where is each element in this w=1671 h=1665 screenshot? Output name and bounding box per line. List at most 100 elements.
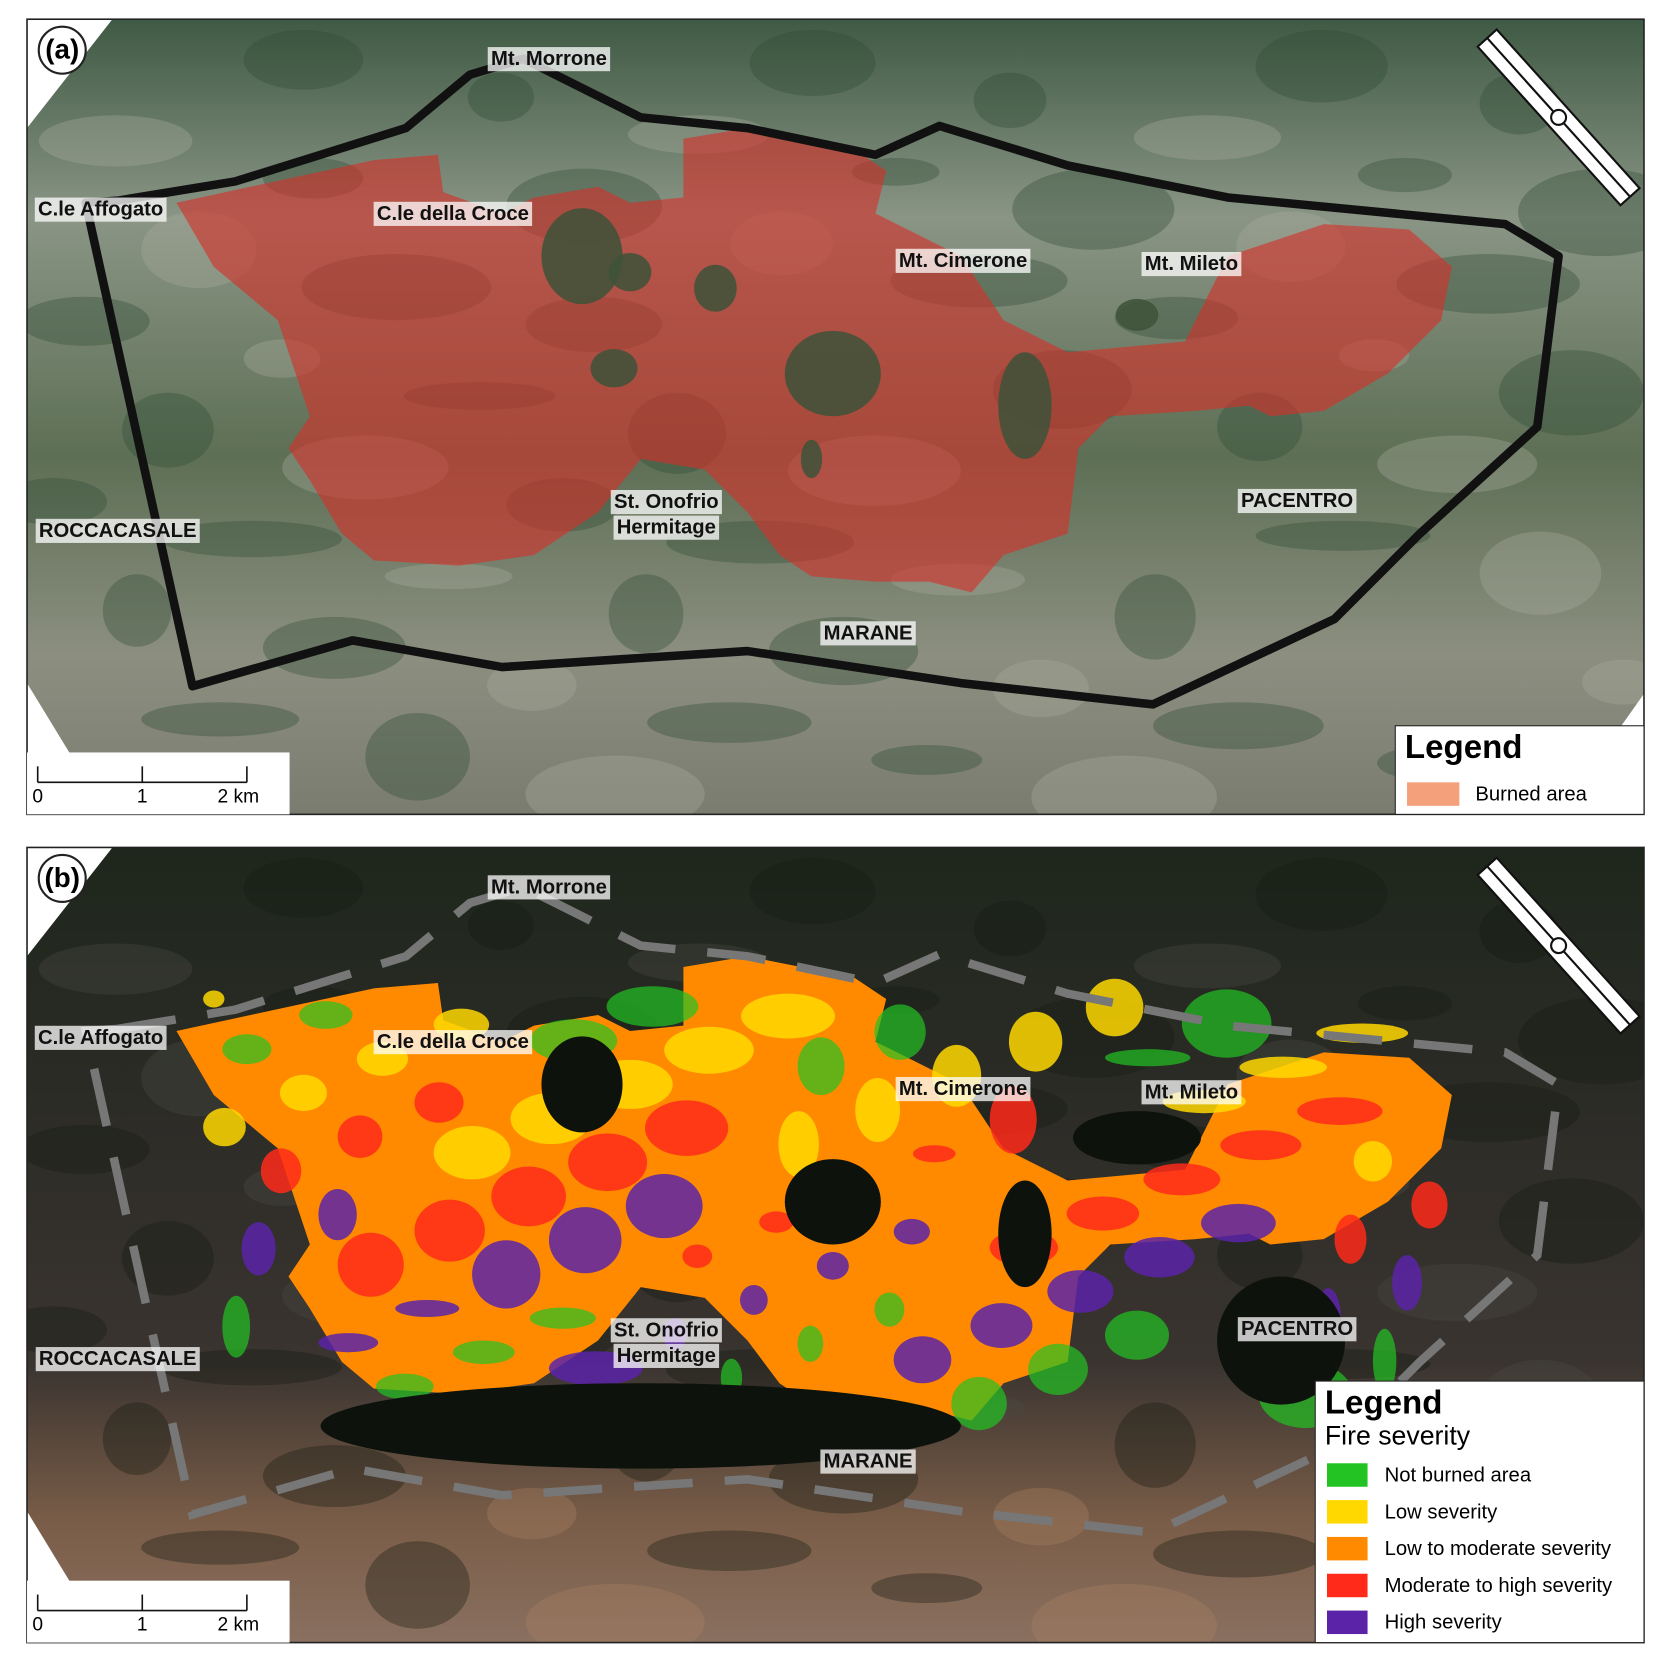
legend-title: Legend <box>1405 729 1523 766</box>
place-label-box <box>35 1347 200 1372</box>
place-label: Hermitage <box>617 517 716 539</box>
severity-patch <box>951 1376 1007 1431</box>
place-label: ROCCACASALE <box>39 520 197 542</box>
terrain <box>243 858 364 918</box>
severity-patch <box>1008 1011 1063 1072</box>
terrain <box>1498 1178 1644 1264</box>
terrain <box>27 1124 150 1175</box>
place-label: Mt. Cimerone <box>899 1078 1027 1100</box>
place-label: Hermitage <box>617 1345 716 1367</box>
severity-patch <box>222 1295 251 1358</box>
scale-label: 2 km <box>218 1615 260 1636</box>
legend-box <box>1314 1380 1645 1644</box>
unburned-patch <box>784 330 881 417</box>
legend-title: Legend <box>1325 1384 1443 1421</box>
place-label: C.le Affogato <box>38 199 163 221</box>
terrain <box>1357 157 1452 193</box>
unburned-patch <box>998 1180 1052 1288</box>
terrain <box>871 744 983 775</box>
terrain <box>749 858 876 925</box>
severity-patch <box>203 990 225 1008</box>
terrain <box>608 574 684 654</box>
severity-patch <box>855 1077 901 1143</box>
unburned-patch <box>1072 1111 1202 1165</box>
severity-patch <box>1392 1255 1422 1311</box>
terrain <box>38 115 193 167</box>
severity-patch <box>1028 1343 1088 1395</box>
terrain <box>487 1487 577 1540</box>
severity-patch <box>472 1240 541 1309</box>
legend-swatch <box>1326 1536 1368 1561</box>
place-label: PACENTRO <box>1241 490 1353 512</box>
place-label: PACENTRO <box>1241 1318 1353 1340</box>
severity-patch <box>433 1126 511 1180</box>
severity-patch <box>1047 1270 1114 1313</box>
unburned-patch <box>320 1383 961 1469</box>
terrain <box>467 72 534 122</box>
terrain <box>1153 702 1324 750</box>
terrain <box>122 392 214 468</box>
severity-patch <box>318 1333 379 1353</box>
severity-patch <box>989 1085 1037 1154</box>
terrain <box>647 702 812 743</box>
unburned-patch <box>1115 298 1159 331</box>
severity-patch <box>778 1111 819 1178</box>
severity-patch <box>548 1207 622 1274</box>
north-arrow-dot <box>1550 108 1568 126</box>
legend-swatch <box>1326 1610 1368 1635</box>
terrain <box>1357 986 1452 1021</box>
terrain <box>1114 574 1196 660</box>
terrain <box>647 1530 812 1572</box>
place-label-box <box>895 1077 1031 1102</box>
severity-patch <box>491 1166 567 1227</box>
place-label-box <box>610 489 722 515</box>
place-label-box <box>610 1318 722 1343</box>
terrain <box>141 702 300 737</box>
severity-patch <box>1334 1214 1367 1264</box>
severity-patch <box>414 1199 485 1262</box>
severity-patch <box>664 1026 754 1074</box>
panel-b: Mt. Morrone C.le Affogato C.le della Croce… <box>26 846 1645 1644</box>
terrain <box>1031 1583 1218 1643</box>
place-label-box <box>1141 251 1242 277</box>
terrain <box>1582 659 1644 705</box>
scale-box <box>27 752 290 815</box>
severity-patch <box>337 1232 404 1297</box>
terrain <box>973 900 1047 957</box>
terrain <box>1377 435 1538 494</box>
place-label-box <box>487 47 611 72</box>
severity-patch <box>1066 1196 1140 1231</box>
legend-swatch <box>1326 1573 1368 1598</box>
terrain <box>262 1445 406 1508</box>
terrain <box>1133 115 1282 161</box>
severity-patch <box>1104 1310 1170 1360</box>
place-label-box <box>895 248 1031 273</box>
terrain <box>1479 531 1602 615</box>
severity-patch <box>1085 978 1144 1037</box>
place-label: Mt. Morrone <box>491 48 607 70</box>
overlay <box>81 54 1563 709</box>
place-label: C.le della Croce <box>377 203 529 225</box>
unburned-patch <box>541 208 623 305</box>
unburned-patch <box>590 349 638 388</box>
terrain <box>1012 168 1175 250</box>
north-arrow <box>1476 856 1642 1036</box>
severity-patch <box>1372 1328 1397 1393</box>
severity-patch <box>241 1222 276 1276</box>
unburned-patch <box>694 264 737 312</box>
panel-label: (b) <box>45 862 80 893</box>
severity-patch <box>1411 1181 1448 1229</box>
severity-patch <box>1201 1203 1276 1243</box>
terrain <box>1255 858 1388 931</box>
place-label-box <box>1237 1317 1357 1342</box>
place-label-box <box>373 201 533 226</box>
severity-patch <box>1297 1097 1383 1125</box>
place-label-box <box>613 1343 720 1368</box>
terrain <box>160 1349 342 1386</box>
severity-patch <box>1181 989 1272 1058</box>
place-label-box <box>373 1030 533 1055</box>
unburned-patch <box>998 352 1052 459</box>
severity-patch <box>912 1145 956 1163</box>
place-label-box <box>34 1025 167 1050</box>
severity-patch <box>568 1133 648 1192</box>
